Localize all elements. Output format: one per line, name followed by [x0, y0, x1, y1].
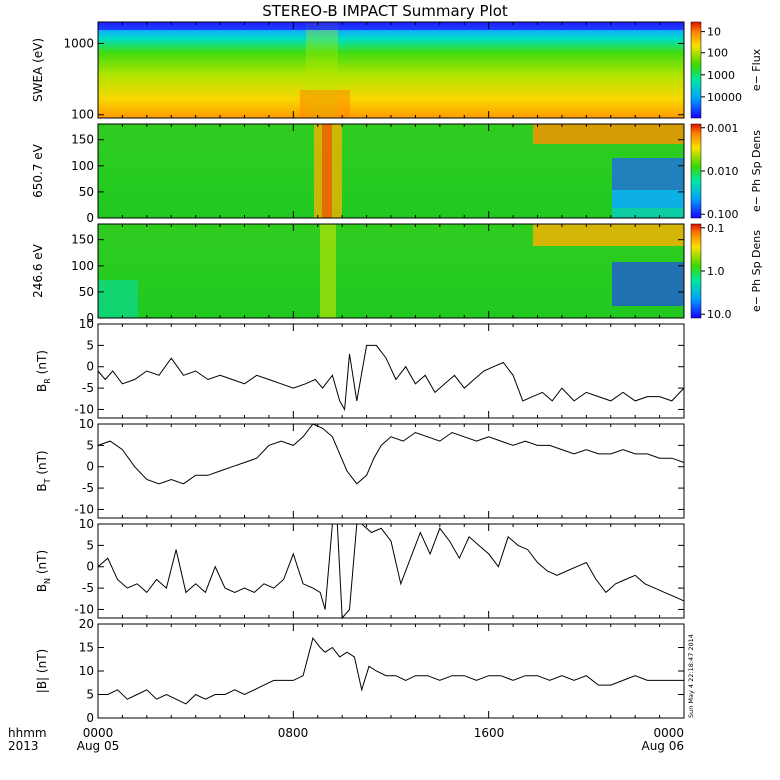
y-tick-label: 0: [86, 460, 94, 474]
colorbar-tick-label: 10: [707, 26, 721, 39]
panel-frame: [97, 323, 685, 419]
pad650-event-core: [322, 124, 332, 218]
swea-high-energy-edge: [98, 22, 684, 30]
y-tick-label: -10: [74, 502, 94, 516]
colorbar-pad-246: [690, 223, 702, 319]
colorbar-label: e− Flux: [750, 48, 763, 91]
pad650-cyan-low: [612, 190, 684, 218]
y-axis-label: BN (nT): [35, 550, 52, 592]
svg-text:e− Ph Sp Dens: e− Ph Sp Dens: [750, 230, 763, 312]
series-4: [97, 423, 685, 485]
svg-text:|B| (nT): |B| (nT): [35, 649, 49, 693]
colorbar-label: e− Ph Sp Dens: [750, 130, 763, 212]
svg-text:e− Ph Sp Dens: e− Ph Sp Dens: [750, 130, 763, 212]
colorbar-tick-label: 0.1: [707, 222, 725, 235]
y-tick-label: 10: [79, 317, 94, 331]
y-tick-label: -10: [74, 402, 94, 416]
colorbar-tick-label: 100: [707, 47, 728, 60]
panel-frame: [97, 423, 685, 519]
pad246-cyan-left: [98, 280, 138, 318]
y-tick-label: 0: [86, 711, 94, 725]
svg-text:BT (nT): BT (nT): [35, 450, 52, 491]
series-5: [97, 523, 685, 620]
pad-246-panel: [97, 223, 685, 319]
y-tick-label: 50: [79, 285, 94, 299]
pad246-strahl-high: [533, 224, 684, 246]
swea-spectrogram-panel: [97, 21, 685, 119]
y-tick-label: 20: [79, 617, 94, 631]
y-axis-label: SWEA (eV): [31, 38, 45, 102]
year-label: 2013: [8, 739, 39, 753]
x-tick-label-2: 1600: [474, 726, 505, 740]
y-tick-label: 150: [71, 233, 94, 247]
chart-title: STEREO-B IMPACT Summary Plot: [262, 2, 508, 20]
y-tick-label: 100: [71, 259, 94, 273]
panel-frame: [97, 623, 685, 719]
timestamp-stamp: Sun May 4 22:18:47 2014: [687, 634, 695, 718]
x-tick-label-1: 0800: [278, 726, 309, 740]
svg-text:650.7 eV: 650.7 eV: [31, 143, 45, 198]
series-line: [98, 636, 684, 705]
y-axis-label: 246.6 eV: [31, 243, 45, 298]
colorbar-tick-label: 10.0: [707, 308, 732, 321]
y-tick-label: 5: [86, 438, 94, 452]
series-line: [97, 344, 685, 412]
colorbar-flux: [690, 21, 702, 119]
y-tick-label: 0: [86, 311, 94, 325]
svg-text:e− Flux: e− Flux: [750, 48, 763, 91]
pad-650-panel: [97, 123, 685, 219]
y-tick-label: 5: [86, 688, 94, 702]
date-label-end: Aug 06: [641, 739, 684, 753]
y-tick-label: 10: [79, 517, 94, 531]
colorbar-tick-label: 1.0: [707, 265, 725, 278]
svg-text:BN (nT): BN (nT): [35, 550, 52, 592]
colorbar-tick-label: 1000: [707, 69, 735, 82]
pad246-dropout: [612, 262, 684, 306]
colorbar-tick-label: 0.010: [707, 165, 739, 178]
date-label-start: Aug 05: [77, 739, 120, 753]
swea-spectrogram-image: [98, 22, 684, 118]
y-axis-label: 650.7 eV: [31, 143, 45, 198]
y-axis-label: |B| (nT): [35, 649, 49, 693]
colorbar-pad-650: [690, 123, 702, 219]
svg-text:246.6 eV: 246.6 eV: [31, 243, 45, 298]
panel-frame: [97, 523, 685, 619]
swea-low-energy-enhancement: [300, 90, 350, 118]
x-tick-label-3: 0000: [653, 726, 684, 740]
y-axis-label: BR (nT): [35, 350, 52, 392]
y-tick-label: 0: [86, 211, 94, 225]
colorbar-tick-label: 10000: [707, 91, 742, 104]
y-tick-label: 5: [86, 538, 94, 552]
y-axis-label: BT (nT): [35, 450, 52, 491]
y-tick-label: 0: [86, 560, 94, 574]
y-tick-label: -5: [82, 581, 94, 595]
y-tick-label: -10: [74, 602, 94, 616]
colorbar-label: e− Ph Sp Dens: [750, 230, 763, 312]
series-3: [97, 344, 685, 412]
y-tick-label: -5: [82, 481, 94, 495]
svg-text:BR (nT): BR (nT): [35, 350, 52, 392]
y-tick-label: 5: [86, 338, 94, 352]
pad246-event-stripe: [320, 224, 336, 318]
x-tick-label-0: 0000: [83, 726, 114, 740]
y-tick-label: 50: [79, 185, 94, 199]
y-tick-label: 15: [79, 641, 94, 655]
y-tick-label: 0: [86, 360, 94, 374]
y-tick-label: 100: [71, 108, 94, 122]
series-6: [98, 636, 684, 705]
y-tick-label: 10: [79, 664, 94, 678]
svg-text:SWEA (eV): SWEA (eV): [31, 38, 45, 102]
series-line: [97, 423, 685, 485]
y-tick-label: -5: [82, 381, 94, 395]
y-tick-label: 150: [71, 133, 94, 147]
colorbar-tick-label: 0.001: [707, 122, 739, 135]
time-format-label: hhmm: [8, 726, 47, 740]
series-line: [97, 523, 685, 620]
y-tick-label: 1000: [63, 36, 94, 50]
colorbar-tick-label: 0.100: [707, 208, 739, 221]
pad650-strahl-high: [533, 124, 684, 144]
y-tick-label: 100: [71, 159, 94, 173]
y-tick-label: 10: [79, 417, 94, 431]
